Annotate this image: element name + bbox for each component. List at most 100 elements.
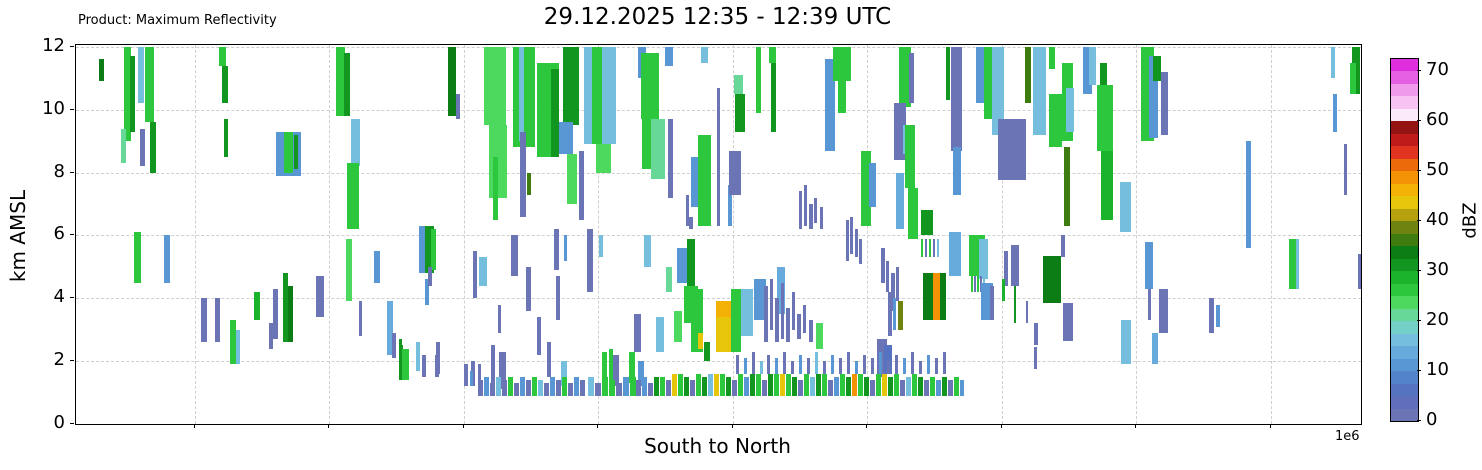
colorbar-tick-mark (1417, 70, 1421, 72)
reflectivity-bar (580, 380, 585, 396)
reflectivity-bar (478, 380, 483, 396)
reflectivity-bar (140, 128, 145, 167)
reflectivity-bar (602, 351, 607, 387)
reflectivity-bar (422, 354, 426, 377)
reflectivity-bar (810, 376, 815, 396)
reflectivity-bar (1145, 241, 1153, 289)
reflectivity-bar (254, 292, 260, 321)
reflectivity-bar (592, 46, 602, 145)
grid-line-horizontal (76, 235, 1361, 237)
reflectivity-bar (1011, 244, 1019, 286)
reflectivity-bar (775, 358, 778, 374)
reflectivity-bar (496, 376, 501, 396)
reflectivity-bar (479, 257, 487, 286)
colorbar-label: dBZ (1459, 202, 1481, 239)
reflectivity-bar (164, 235, 170, 283)
colorbar-segment (1391, 383, 1418, 397)
colorbar-segment (1391, 345, 1418, 359)
reflectivity-bar (798, 380, 803, 396)
reflectivity-bar (846, 376, 851, 396)
reflectivity-bar (587, 229, 593, 292)
reflectivity-bar (882, 373, 887, 396)
reflectivity-bar (1121, 320, 1131, 365)
reflectivity-bar (884, 345, 892, 374)
reflectivity-bar (1152, 332, 1158, 365)
reflectivity-bar (532, 376, 537, 396)
reflectivity-bar (520, 376, 525, 396)
reflectivity-bar (456, 94, 460, 120)
reflectivity-bar (871, 358, 874, 374)
reflectivity-bar (732, 380, 737, 396)
reflectivity-bar (771, 62, 776, 132)
colorbar-tick-label: 20 (1426, 309, 1449, 331)
x-tick-mark (463, 424, 464, 428)
colorbar-segment (1391, 333, 1418, 347)
reflectivity-bar (644, 235, 651, 267)
reflectivity-bar (990, 285, 994, 321)
colorbar-tick-label: 60 (1426, 109, 1449, 131)
reflectivity-bar (774, 373, 779, 396)
colorbar-tick-mark (1417, 420, 1421, 421)
reflectivity-bar (634, 314, 641, 352)
reflectivity-bar (741, 288, 753, 336)
reflectivity-bar (834, 376, 839, 396)
grid-line-horizontal (76, 424, 1361, 425)
reflectivity-bar (786, 307, 790, 343)
colorbar-segment (1391, 408, 1418, 421)
reflectivity-bar (538, 380, 543, 396)
y-tick-label: 10 (42, 97, 65, 119)
reflectivity-bar (437, 342, 440, 374)
reflectivity-bar (1209, 298, 1214, 333)
reflectivity-bar (815, 351, 818, 374)
reflectivity-bar (1049, 94, 1062, 148)
reflectivity-bar (1331, 46, 1335, 79)
grid-line-vertical (733, 45, 734, 424)
reflectivity-bar (224, 119, 228, 157)
reflectivity-bar (823, 361, 826, 374)
reflectivity-bar (905, 125, 915, 189)
reflectivity-bar (556, 380, 561, 396)
reflectivity-bar (527, 172, 531, 195)
reflectivity-bar (508, 376, 513, 396)
reflectivity-bar (949, 232, 961, 277)
reflectivity-bar (1033, 46, 1046, 135)
reflectivity-bar (881, 248, 885, 283)
colorbar-segment (1391, 358, 1418, 372)
reflectivity-bar (756, 373, 761, 396)
grid-line-vertical (195, 45, 196, 424)
colorbar-segment (1391, 58, 1418, 72)
reflectivity-bar (689, 216, 693, 230)
reflectivity-bar (744, 376, 749, 396)
reflectivity-bar (677, 248, 687, 283)
reflectivity-bar (609, 380, 615, 396)
reflectivity-bar (701, 46, 708, 63)
reflectivity-bar (979, 238, 988, 280)
reflectivity-bar (924, 380, 929, 396)
reflectivity-bar (831, 354, 834, 374)
reflectivity-bar (974, 276, 976, 292)
reflectivity-bar (998, 119, 1026, 181)
reflectivity-bar (1049, 46, 1055, 69)
colorbar-segment (1391, 183, 1418, 197)
reflectivity-bar (448, 46, 456, 116)
x-tick-mark (194, 424, 195, 428)
reflectivity-bar (1296, 238, 1299, 289)
reflectivity-bar (1148, 288, 1151, 321)
reflectivity-bar (1149, 56, 1158, 139)
reflectivity-bar (419, 226, 425, 274)
reflectivity-bar (896, 172, 904, 230)
reflectivity-bar (556, 276, 560, 321)
y-tick-mark (70, 108, 74, 110)
reflectivity-bar (769, 46, 776, 63)
reflectivity-bar (971, 276, 973, 292)
reflectivity-bar (886, 260, 889, 292)
reflectivity-bar (346, 238, 352, 302)
reflectivity-bar (595, 383, 601, 396)
reflectivity-bar (638, 361, 644, 387)
x-tick-mark (1001, 424, 1002, 428)
reflectivity-bar (876, 373, 881, 396)
reflectivity-bar (1097, 84, 1113, 151)
product-label: Product: Maximum Reflectivity (78, 13, 277, 28)
reflectivity-bar (799, 191, 802, 230)
reflectivity-bar (828, 380, 833, 396)
